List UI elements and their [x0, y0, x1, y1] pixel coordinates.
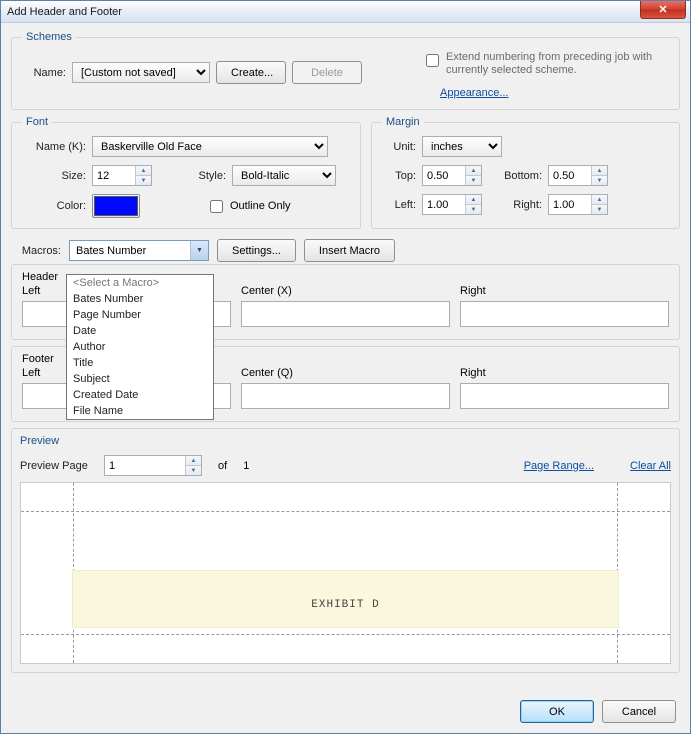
- scheme-name-label: Name:: [22, 67, 66, 79]
- spin-down-icon[interactable]: ▼: [466, 176, 481, 185]
- macros-label: Macros:: [15, 245, 61, 257]
- margin-group: Margin Unit: inches Top: ▲▼ Bottom: ▲▼ L…: [371, 116, 680, 229]
- spin-up-icon[interactable]: ▲: [466, 195, 481, 205]
- header-right-label: Right: [460, 285, 669, 297]
- extend-numbering-label: Extend numbering from preceding job with…: [446, 51, 669, 77]
- preview-legend: Preview: [20, 435, 671, 447]
- font-size-spinner[interactable]: ▲▼: [92, 165, 152, 186]
- margin-top-label: Top:: [382, 170, 416, 182]
- macro-option[interactable]: Author: [67, 339, 213, 355]
- macro-option[interactable]: Page Number: [67, 307, 213, 323]
- close-button[interactable]: ✕: [640, 1, 686, 19]
- delete-button[interactable]: Delete: [292, 61, 362, 84]
- font-group: Font Name (K): Baskerville Old Face Size…: [11, 116, 361, 229]
- preview-of-label: of: [218, 460, 227, 472]
- margin-bottom-spinner[interactable]: ▲▼: [548, 165, 608, 186]
- schemes-legend: Schemes: [22, 31, 76, 43]
- scheme-name-select[interactable]: [Custom not saved]: [72, 62, 210, 83]
- margin-top-spinner[interactable]: ▲▼: [422, 165, 482, 186]
- margin-guide: [21, 511, 670, 512]
- macro-option[interactable]: Created Date: [67, 387, 213, 403]
- macro-option[interactable]: Title: [67, 355, 213, 371]
- preview-group: Preview Preview Page ▲▼ of 1 Page Range.…: [11, 428, 680, 673]
- margin-legend: Margin: [382, 116, 424, 128]
- outline-only-checkbox[interactable]: [210, 200, 223, 213]
- font-name-select[interactable]: Baskerville Old Face: [92, 136, 328, 157]
- preview-page-label: Preview Page: [20, 460, 98, 472]
- spin-up-icon[interactable]: ▲: [592, 195, 607, 205]
- preview-exhibit-text: EXHIBIT D: [21, 599, 670, 611]
- schemes-group: Schemes Name: [Custom not saved] Create.…: [11, 31, 680, 110]
- footer-right-input[interactable]: [460, 383, 669, 409]
- create-button[interactable]: Create...: [216, 61, 286, 84]
- font-style-select[interactable]: Bold-Italic: [232, 165, 336, 186]
- settings-button[interactable]: Settings...: [217, 239, 296, 262]
- preview-total-pages: 1: [243, 460, 249, 472]
- margin-unit-label: Unit:: [382, 141, 416, 153]
- outline-only-label: Outline Only: [230, 200, 291, 212]
- header-right-input[interactable]: [460, 301, 669, 327]
- preview-page-spinner[interactable]: ▲▼: [104, 455, 202, 476]
- macros-select-value[interactable]: [70, 241, 190, 260]
- margin-right-input[interactable]: [549, 195, 591, 214]
- font-size-label: Size:: [22, 170, 86, 182]
- font-legend: Font: [22, 116, 52, 128]
- margin-left-spinner[interactable]: ▲▼: [422, 194, 482, 215]
- spin-up-icon[interactable]: ▲: [186, 456, 201, 466]
- spin-up-icon[interactable]: ▲: [592, 166, 607, 176]
- extend-numbering-checkbox[interactable]: [426, 54, 439, 67]
- font-color-label: Color:: [22, 200, 86, 212]
- margin-bottom-input[interactable]: [549, 166, 591, 185]
- font-color-button[interactable]: [92, 194, 140, 218]
- font-style-label: Style:: [176, 170, 226, 182]
- preview-page-input[interactable]: [105, 456, 185, 475]
- footer-center-input[interactable]: [241, 383, 450, 409]
- spin-up-icon[interactable]: ▲: [136, 166, 151, 176]
- color-swatch-icon: [94, 196, 138, 216]
- margin-unit-select[interactable]: inches: [422, 136, 502, 157]
- margin-left-input[interactable]: [423, 195, 465, 214]
- macros-select[interactable]: ▼: [69, 240, 209, 261]
- spin-down-icon[interactable]: ▼: [592, 176, 607, 185]
- spin-down-icon[interactable]: ▼: [466, 205, 481, 214]
- macro-option[interactable]: Date: [67, 323, 213, 339]
- footer-center-label: Center (Q): [241, 367, 450, 379]
- spin-down-icon[interactable]: ▼: [186, 466, 201, 475]
- header-center-label: Center (X): [241, 285, 450, 297]
- spin-down-icon[interactable]: ▼: [136, 176, 151, 185]
- insert-macro-button[interactable]: Insert Macro: [304, 239, 395, 262]
- macro-option[interactable]: <Select a Macro>: [67, 275, 213, 291]
- macro-option[interactable]: Subject: [67, 371, 213, 387]
- cancel-button[interactable]: Cancel: [602, 700, 676, 723]
- margin-bottom-label: Bottom:: [488, 170, 542, 182]
- macros-dropdown[interactable]: <Select a Macro> Bates Number Page Numbe…: [66, 274, 214, 420]
- window-title: Add Header and Footer: [7, 6, 122, 18]
- appearance-link[interactable]: Appearance...: [440, 87, 509, 99]
- page-range-link[interactable]: Page Range...: [524, 460, 594, 472]
- spin-up-icon[interactable]: ▲: [466, 166, 481, 176]
- margin-left-label: Left:: [382, 199, 416, 211]
- font-name-label: Name (K):: [22, 141, 86, 153]
- font-size-input[interactable]: [93, 166, 135, 185]
- footer-right-label: Right: [460, 367, 669, 379]
- titlebar: Add Header and Footer ✕: [1, 1, 690, 23]
- header-center-input[interactable]: [241, 301, 450, 327]
- margin-guide: [21, 634, 670, 635]
- macro-option[interactable]: File Name: [67, 403, 213, 419]
- ok-button[interactable]: OK: [520, 700, 594, 723]
- spin-down-icon[interactable]: ▼: [592, 205, 607, 214]
- macro-option[interactable]: Bates Number: [67, 291, 213, 307]
- dialog-window: Add Header and Footer ✕ Schemes Name: [C…: [0, 0, 691, 734]
- margin-top-input[interactable]: [423, 166, 465, 185]
- margin-right-label: Right:: [488, 199, 542, 211]
- preview-canvas: EXHIBIT D: [20, 482, 671, 664]
- margin-right-spinner[interactable]: ▲▼: [548, 194, 608, 215]
- chevron-down-icon[interactable]: ▼: [190, 241, 208, 260]
- clear-all-link[interactable]: Clear All: [630, 460, 671, 472]
